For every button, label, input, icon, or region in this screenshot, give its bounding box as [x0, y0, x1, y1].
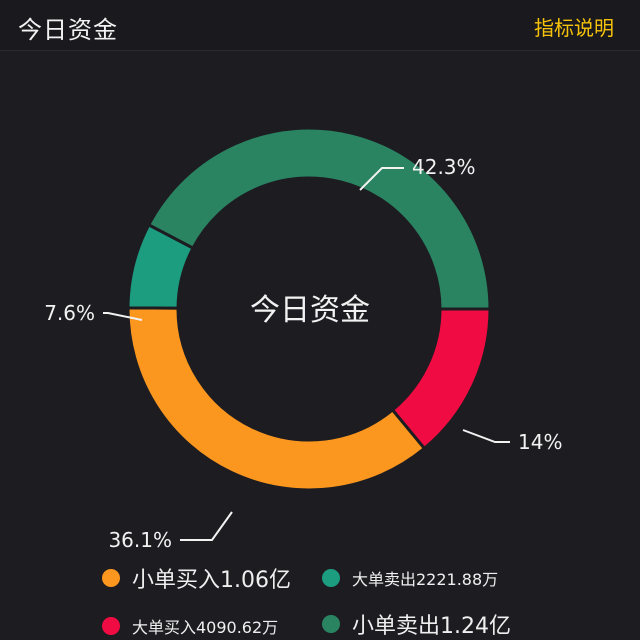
- legend-item-large-buy: 大单买入4090.62万: [102, 614, 278, 638]
- legend-label: 大单买入4090.62万: [132, 618, 279, 637]
- legend-label: 大单卖出2221.88万: [352, 570, 499, 589]
- legend-item-small-buy: 小单买入1.06亿: [102, 562, 291, 594]
- page-title: 今日资金: [18, 16, 118, 44]
- donut-slice: [146, 126, 492, 311]
- donut-slice: [126, 306, 427, 492]
- legend-dot: [102, 617, 120, 635]
- legend-item-small-sell: 小单卖出1.24亿: [322, 608, 511, 640]
- legend-item-large-sell: 大单卖出2221.88万: [322, 566, 498, 590]
- slice-percent-label: 7.6%: [44, 301, 95, 325]
- leader-line: [462, 429, 510, 443]
- slice-percent-label: 14%: [518, 430, 562, 454]
- slice-percent-label: 36.1%: [108, 528, 172, 550]
- legend-label: 小单卖出1.24亿: [352, 614, 511, 639]
- donut-center-label: 今日资金: [250, 293, 370, 328]
- header-bar: 今日资金 指标说明: [0, 0, 640, 51]
- legend-dot: [322, 615, 340, 633]
- legend-dot: [102, 569, 120, 587]
- slice-percent-label: 42.3%: [412, 155, 476, 179]
- leader-line: [103, 312, 143, 321]
- leader-line: [359, 167, 404, 191]
- leader-line: [180, 511, 233, 541]
- indicator-explanation-link[interactable]: 指标说明: [534, 16, 614, 40]
- legend-label: 小单买入1.06亿: [132, 568, 291, 593]
- fund-donut-chart: 14% 36.1% 7.6% 42.3% 今日资金: [44, 126, 562, 550]
- legend-dot: [322, 569, 340, 587]
